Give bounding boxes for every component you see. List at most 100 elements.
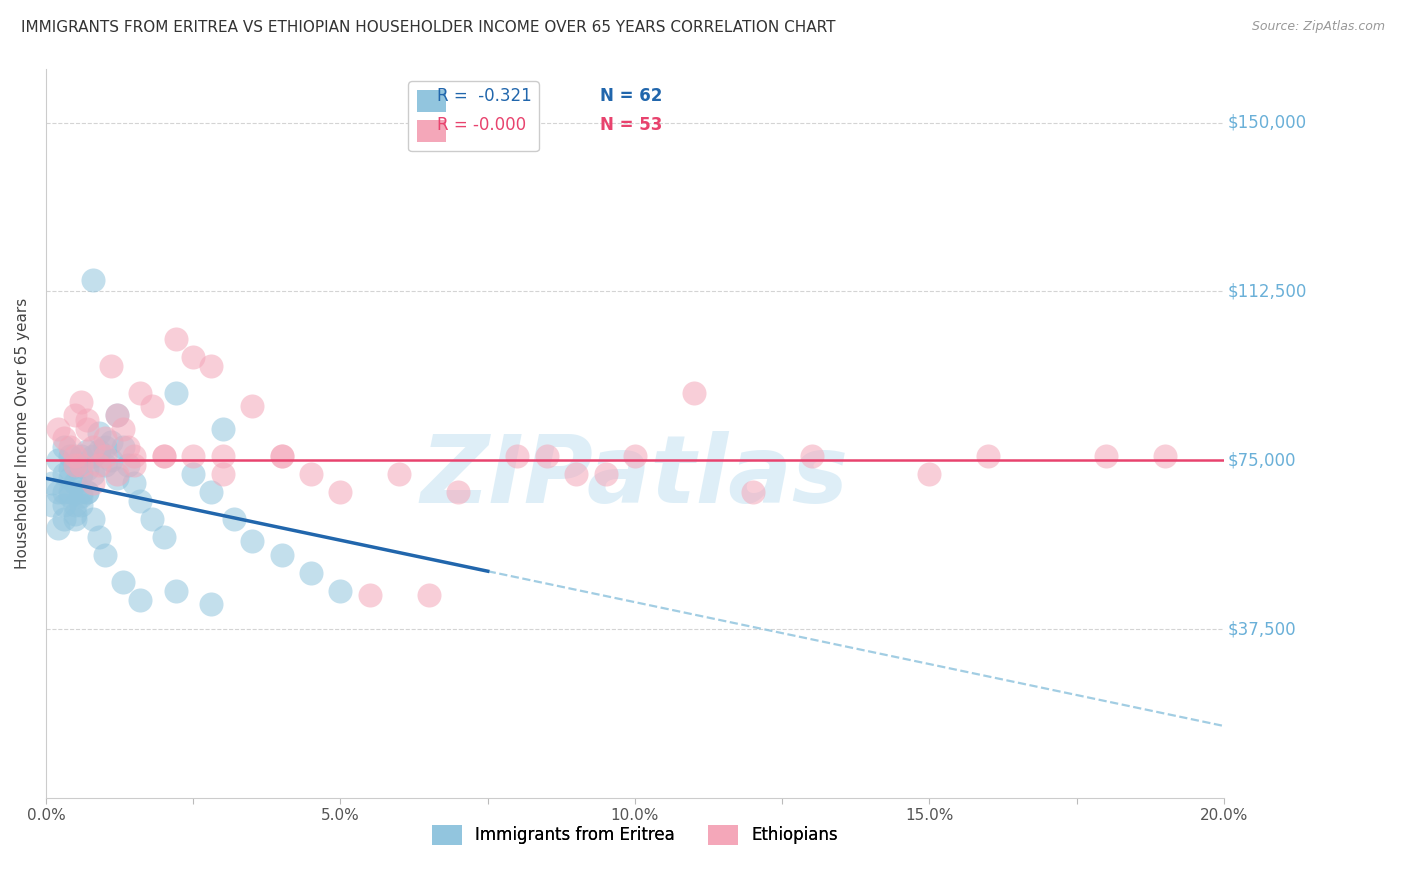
Point bbox=[58, 489, 80, 503]
Point bbox=[240, 399, 263, 413]
Text: $37,500: $37,500 bbox=[1227, 620, 1296, 638]
Point bbox=[82, 440, 104, 454]
Point bbox=[506, 449, 529, 463]
Y-axis label: Householder Income Over 65 years: Householder Income Over 65 years bbox=[15, 298, 30, 569]
Text: ZIPatlas: ZIPatlas bbox=[420, 431, 849, 523]
Point bbox=[100, 435, 122, 450]
Point bbox=[918, 467, 941, 481]
Point bbox=[58, 440, 80, 454]
Text: R = -0.000: R = -0.000 bbox=[437, 116, 526, 134]
Point bbox=[46, 484, 69, 499]
Point bbox=[94, 440, 117, 454]
Point bbox=[82, 467, 104, 481]
Point bbox=[76, 413, 98, 427]
Text: R =  -0.321: R = -0.321 bbox=[437, 87, 531, 104]
Point bbox=[111, 574, 134, 589]
Point bbox=[359, 589, 381, 603]
Point bbox=[76, 422, 98, 436]
Point bbox=[76, 484, 98, 499]
Point bbox=[299, 566, 322, 580]
Point bbox=[124, 475, 146, 490]
Point bbox=[46, 422, 69, 436]
Point bbox=[65, 512, 87, 526]
Point bbox=[165, 583, 187, 598]
Point bbox=[76, 444, 98, 458]
Point bbox=[117, 440, 139, 454]
Point bbox=[82, 273, 104, 287]
Point bbox=[595, 467, 617, 481]
Point bbox=[117, 458, 139, 472]
Point bbox=[105, 409, 128, 423]
Text: N = 53: N = 53 bbox=[599, 116, 662, 134]
Point bbox=[65, 458, 87, 472]
Point bbox=[82, 449, 104, 463]
Point bbox=[65, 458, 87, 472]
Point bbox=[200, 598, 222, 612]
Point bbox=[152, 449, 174, 463]
Point bbox=[65, 475, 87, 490]
Point bbox=[141, 512, 163, 526]
Point bbox=[105, 467, 128, 481]
Point bbox=[165, 332, 187, 346]
Point bbox=[58, 484, 80, 499]
Point bbox=[741, 484, 763, 499]
Point bbox=[683, 385, 706, 400]
Point bbox=[270, 449, 292, 463]
Point bbox=[87, 458, 110, 472]
Point bbox=[124, 449, 146, 463]
Point bbox=[211, 467, 233, 481]
Point bbox=[46, 521, 69, 535]
Point bbox=[94, 449, 117, 463]
Point bbox=[1095, 449, 1118, 463]
Point bbox=[299, 467, 322, 481]
Point bbox=[52, 467, 75, 481]
Point bbox=[111, 422, 134, 436]
Point bbox=[58, 471, 80, 485]
Point bbox=[165, 385, 187, 400]
Point bbox=[329, 583, 352, 598]
Point bbox=[181, 449, 204, 463]
Point bbox=[52, 431, 75, 445]
Point bbox=[388, 467, 411, 481]
Point bbox=[76, 484, 98, 499]
Point bbox=[565, 467, 588, 481]
Point bbox=[152, 530, 174, 544]
Point bbox=[100, 359, 122, 373]
Point bbox=[94, 458, 117, 472]
Point bbox=[52, 512, 75, 526]
Point bbox=[329, 484, 352, 499]
Point bbox=[87, 530, 110, 544]
Point bbox=[200, 359, 222, 373]
Point bbox=[94, 548, 117, 562]
Legend: Immigrants from Eritrea, Ethiopians: Immigrants from Eritrea, Ethiopians bbox=[425, 818, 845, 852]
Point bbox=[100, 453, 122, 467]
Point bbox=[65, 499, 87, 513]
Point bbox=[270, 548, 292, 562]
Text: $150,000: $150,000 bbox=[1227, 113, 1306, 131]
Point bbox=[70, 394, 93, 409]
Point bbox=[240, 534, 263, 549]
Point bbox=[94, 431, 117, 445]
Point bbox=[52, 499, 75, 513]
Text: $112,500: $112,500 bbox=[1227, 283, 1308, 301]
Point bbox=[70, 449, 93, 463]
Point bbox=[624, 449, 647, 463]
Text: IMMIGRANTS FROM ERITREA VS ETHIOPIAN HOUSEHOLDER INCOME OVER 65 YEARS CORRELATIO: IMMIGRANTS FROM ERITREA VS ETHIOPIAN HOU… bbox=[21, 20, 835, 35]
Point bbox=[111, 440, 134, 454]
Point bbox=[82, 512, 104, 526]
Point bbox=[87, 426, 110, 441]
Text: N = 62: N = 62 bbox=[599, 87, 662, 104]
Point bbox=[41, 475, 63, 490]
Point bbox=[46, 453, 69, 467]
Point bbox=[224, 512, 246, 526]
Point bbox=[141, 399, 163, 413]
Point bbox=[58, 462, 80, 476]
Point bbox=[800, 449, 823, 463]
Point bbox=[211, 449, 233, 463]
Point bbox=[70, 499, 93, 513]
Point bbox=[536, 449, 558, 463]
Point bbox=[129, 593, 152, 607]
Point bbox=[70, 484, 93, 499]
Point bbox=[129, 493, 152, 508]
Point bbox=[70, 467, 93, 481]
